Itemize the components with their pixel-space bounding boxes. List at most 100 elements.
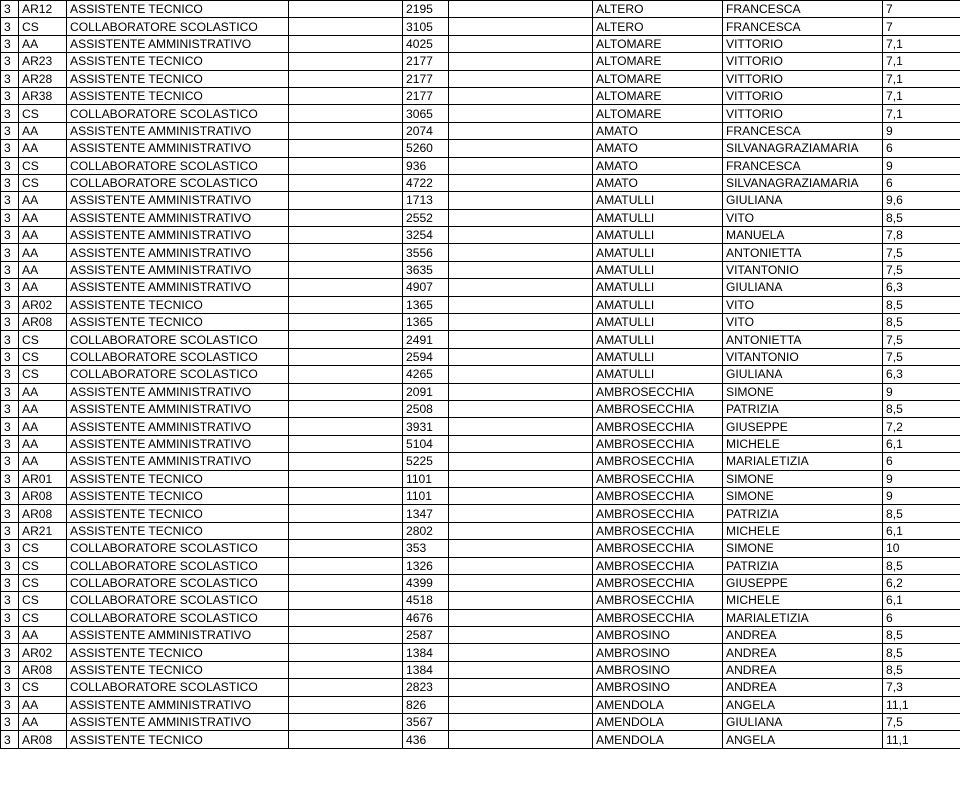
col-gap2	[449, 505, 593, 522]
table-row: 3AAASSISTENTE AMMINISTRATIVO3254AMATULLI…	[1, 227, 960, 244]
col-surname: ALTOMARE	[593, 35, 723, 52]
col-group: 3	[1, 314, 19, 331]
col-gap2	[449, 70, 593, 87]
table-row: 3CSCOLLABORATORE SCOLASTICO4518AMBROSECC…	[1, 592, 960, 609]
col-gap1	[289, 366, 403, 383]
col-group: 3	[1, 505, 19, 522]
col-role: COLLABORATORE SCOLASTICO	[67, 540, 289, 557]
col-code: AA	[19, 418, 67, 435]
col-number: 2195	[403, 1, 449, 18]
col-gap1	[289, 644, 403, 661]
col-group: 3	[1, 418, 19, 435]
col-surname: AMATO	[593, 157, 723, 174]
col-group: 3	[1, 366, 19, 383]
col-role: ASSISTENTE AMMINISTRATIVO	[67, 400, 289, 417]
col-gap2	[449, 644, 593, 661]
col-group: 3	[1, 696, 19, 713]
col-gap1	[289, 661, 403, 678]
table-row: 3CSCOLLABORATORE SCOLASTICO4399AMBROSECC…	[1, 574, 960, 591]
col-role: ASSISTENTE AMMINISTRATIVO	[67, 418, 289, 435]
col-gap2	[449, 18, 593, 35]
col-code: AA	[19, 192, 67, 209]
col-code: AA	[19, 35, 67, 52]
col-surname: AMBROSECCHIA	[593, 383, 723, 400]
col-gap1	[289, 696, 403, 713]
table-row: 3AAASSISTENTE AMMINISTRATIVO4907AMATULLI…	[1, 279, 960, 296]
col-firstname: PATRIZIA	[723, 505, 883, 522]
col-score: 8,5	[883, 627, 960, 644]
col-gap2	[449, 400, 593, 417]
col-gap2	[449, 453, 593, 470]
col-role: COLLABORATORE SCOLASTICO	[67, 366, 289, 383]
col-score: 6	[883, 453, 960, 470]
col-gap1	[289, 679, 403, 696]
col-group: 3	[1, 18, 19, 35]
col-surname: AMBROSECCHIA	[593, 609, 723, 626]
col-score: 7,5	[883, 714, 960, 731]
col-gap2	[449, 696, 593, 713]
col-gap1	[289, 314, 403, 331]
col-code: CS	[19, 609, 67, 626]
table-row: 3AR02ASSISTENTE TECNICO1365AMATULLIVITO8…	[1, 296, 960, 313]
col-surname: ALTOMARE	[593, 70, 723, 87]
table-row: 3AR08ASSISTENTE TECNICO1365AMATULLIVITO8…	[1, 314, 960, 331]
col-gap1	[289, 1, 403, 18]
col-score: 7	[883, 1, 960, 18]
col-role: ASSISTENTE AMMINISTRATIVO	[67, 714, 289, 731]
col-number: 2177	[403, 53, 449, 70]
col-gap2	[449, 348, 593, 365]
table-row: 3AAASSISTENTE AMMINISTRATIVO2508AMBROSEC…	[1, 400, 960, 417]
col-gap1	[289, 18, 403, 35]
col-surname: AMBROSECCHIA	[593, 592, 723, 609]
col-firstname: VITTORIO	[723, 35, 883, 52]
col-role: COLLABORATORE SCOLASTICO	[67, 157, 289, 174]
col-role: COLLABORATORE SCOLASTICO	[67, 348, 289, 365]
col-firstname: MICHELE	[723, 592, 883, 609]
col-code: AR01	[19, 470, 67, 487]
col-gap1	[289, 348, 403, 365]
col-firstname: GIULIANA	[723, 366, 883, 383]
col-code: CS	[19, 574, 67, 591]
col-number: 2587	[403, 627, 449, 644]
table-row: 3AR21ASSISTENTE TECNICO2802AMBROSECCHIAM…	[1, 522, 960, 539]
col-surname: AMATULLI	[593, 314, 723, 331]
table-row: 3CSCOLLABORATORE SCOLASTICO4676AMBROSECC…	[1, 609, 960, 626]
col-role: COLLABORATORE SCOLASTICO	[67, 679, 289, 696]
col-surname: AMATO	[593, 122, 723, 139]
col-score: 8,5	[883, 209, 960, 226]
col-gap2	[449, 140, 593, 157]
col-group: 3	[1, 522, 19, 539]
col-number: 436	[403, 731, 449, 748]
col-gap2	[449, 209, 593, 226]
col-group: 3	[1, 1, 19, 18]
col-number: 5225	[403, 453, 449, 470]
col-score: 6	[883, 174, 960, 191]
col-score: 6,1	[883, 522, 960, 539]
col-group: 3	[1, 174, 19, 191]
table-row: 3AAASSISTENTE AMMINISTRATIVO2091AMBROSEC…	[1, 383, 960, 400]
col-group: 3	[1, 192, 19, 209]
col-role: ASSISTENTE AMMINISTRATIVO	[67, 453, 289, 470]
col-gap2	[449, 540, 593, 557]
col-gap2	[449, 53, 593, 70]
col-role: ASSISTENTE TECNICO	[67, 487, 289, 504]
table-row: 3AAASSISTENTE AMMINISTRATIVO3556AMATULLI…	[1, 244, 960, 261]
col-group: 3	[1, 227, 19, 244]
col-surname: AMBROSECCHIA	[593, 522, 723, 539]
col-surname: AMENDOLA	[593, 696, 723, 713]
col-surname: AMBROSECCHIA	[593, 453, 723, 470]
col-surname: AMATULLI	[593, 227, 723, 244]
col-firstname: VITO	[723, 314, 883, 331]
col-surname: AMBROSECCHIA	[593, 540, 723, 557]
col-number: 4025	[403, 35, 449, 52]
col-score: 9,6	[883, 192, 960, 209]
table-row: 3AAASSISTENTE AMMINISTRATIVO2587AMBROSIN…	[1, 627, 960, 644]
col-gap1	[289, 383, 403, 400]
col-code: AR08	[19, 661, 67, 678]
col-number: 5104	[403, 435, 449, 452]
col-number: 353	[403, 540, 449, 557]
col-surname: AMATULLI	[593, 366, 723, 383]
col-role: ASSISTENTE TECNICO	[67, 1, 289, 18]
col-role: COLLABORATORE SCOLASTICO	[67, 592, 289, 609]
table-row: 3CSCOLLABORATORE SCOLASTICO2491AMATULLIA…	[1, 331, 960, 348]
